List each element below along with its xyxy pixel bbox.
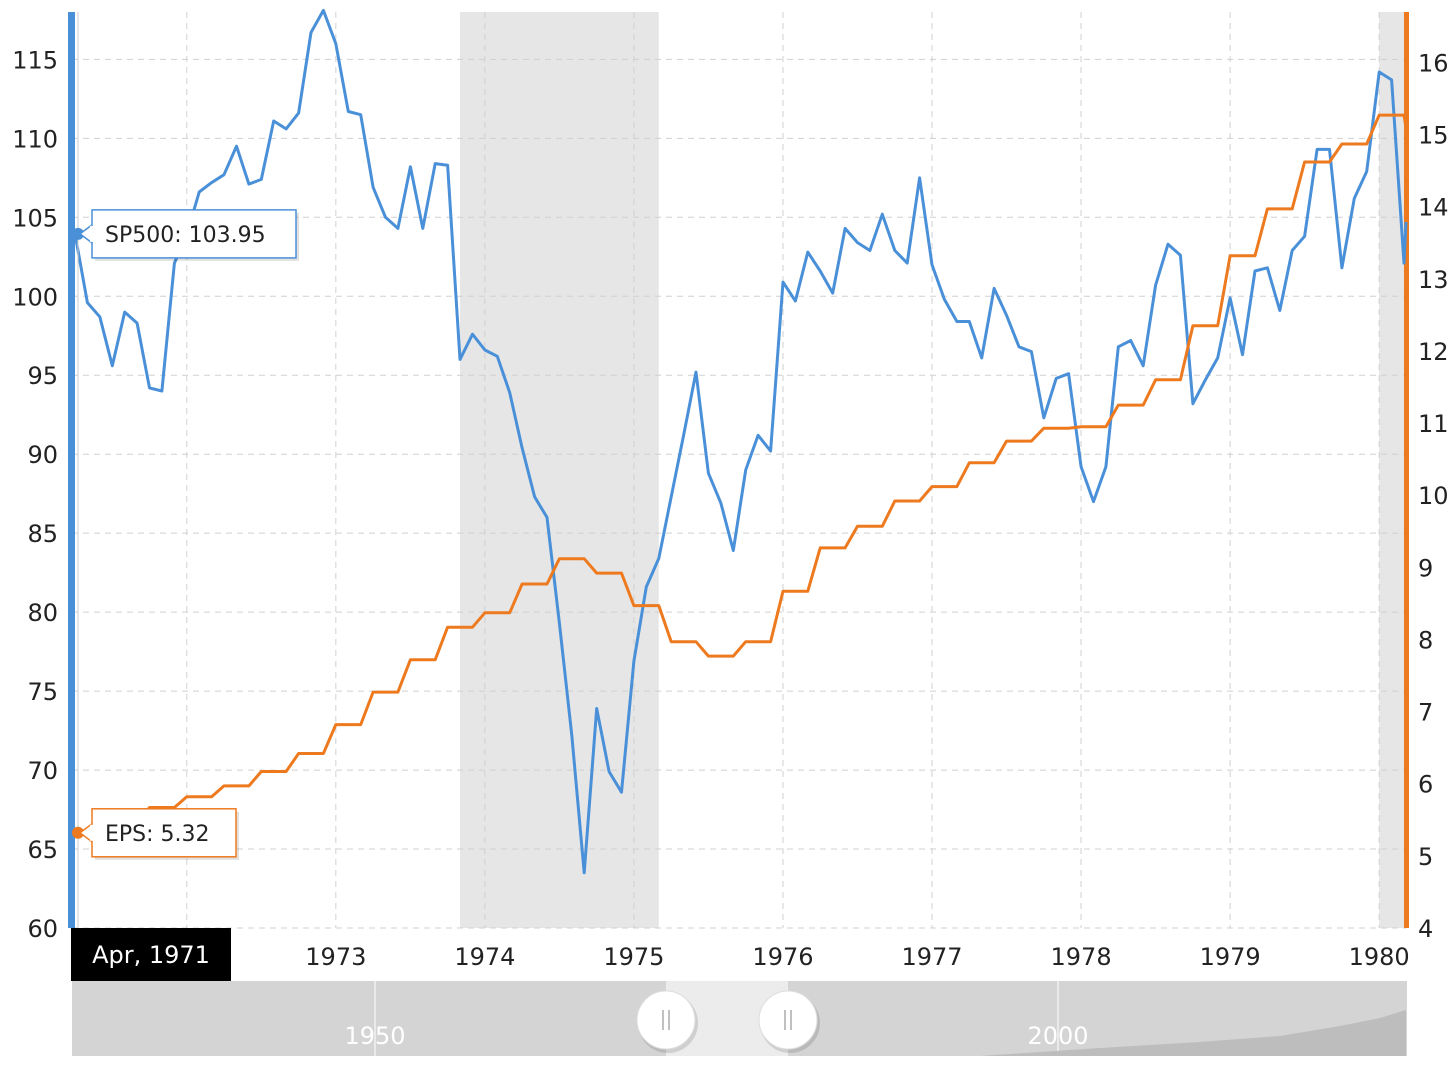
tooltip-pointer-gap — [90, 824, 94, 841]
navigator-label: 1950 — [344, 1022, 405, 1050]
recession-band — [460, 12, 659, 928]
tooltip-box — [91, 808, 237, 858]
y-axis-left-tick-label: 115 — [12, 46, 58, 74]
y-axis-right-tick-label: 5 — [1418, 843, 1433, 871]
crosshair-marker-sp500 — [72, 227, 84, 240]
x-axis: 1973 1974 1975 1976 1977 1978 1979 1980 — [305, 943, 1409, 971]
y-axis-right-tick-label: 11 — [1418, 410, 1449, 438]
x-axis-tick-label: 1975 — [603, 943, 664, 971]
y-axis-left-tick-label: 75 — [27, 678, 58, 706]
recession-bands — [460, 12, 1404, 928]
y-axis-right-tick-label: 16 — [1418, 49, 1449, 77]
y-axis-right-tick-label: 4 — [1418, 915, 1433, 943]
y-axis-right-tick-label: 9 — [1418, 554, 1433, 582]
y-axis-left-bar — [68, 12, 75, 928]
y-axis-right-tick-label: 15 — [1418, 122, 1449, 150]
navigator[interactable]: 1950 2000 — [72, 981, 1407, 1056]
x-axis-tick-label: 1974 — [454, 943, 515, 971]
crosshair-marker-eps — [72, 826, 84, 839]
handle-circle — [636, 990, 696, 1050]
tooltip-eps: EPS: 5.32 — [78, 808, 239, 860]
date-badge-label: Apr, 1971 — [92, 941, 210, 969]
y-axis-left-tick-label: 80 — [27, 599, 58, 627]
crosshair-date-badge: Apr, 1971 — [71, 928, 231, 981]
y-axis-right-tick-label: 12 — [1418, 338, 1449, 366]
y-axis-left: 60 65 70 75 80 85 90 95 100 105 110 115 — [12, 12, 75, 943]
date-badge-bg — [71, 928, 231, 981]
y-axis-right-tick-label: 14 — [1418, 194, 1449, 222]
x-axis-tick-label: 1977 — [901, 943, 962, 971]
grid — [72, 12, 1406, 929]
tooltip-sp500: SP500: 103.95 — [78, 209, 299, 261]
crosshair: SP500: 103.95 EPS: 5.32 Apr, 1971 — [71, 12, 299, 981]
y-axis-left-tick-label: 105 — [12, 204, 58, 232]
recession-band — [1379, 12, 1404, 928]
y-axis-left-tick-label: 110 — [12, 125, 58, 153]
y-axis-right-tick-label: 7 — [1418, 699, 1433, 727]
series-lines — [73, 8, 1408, 875]
tooltip-text: SP500: 103.95 — [105, 223, 266, 248]
y-axis-right-tick-label: 8 — [1418, 626, 1433, 654]
navigator-handle-left[interactable] — [636, 990, 698, 1053]
y-axis-left-tick-label: 85 — [27, 520, 58, 548]
navigator-label: 2000 — [1027, 1022, 1088, 1050]
y-axis-right-tick-label: 13 — [1418, 266, 1449, 294]
y-axis-left-tick-label: 65 — [27, 836, 58, 864]
navigator-area — [980, 1010, 1406, 1056]
series-line-eps — [75, 113, 1408, 835]
y-axis-left-tick-label: 70 — [27, 757, 58, 785]
y-axis-right-bar — [1404, 12, 1409, 928]
tooltip-text: EPS: 5.32 — [105, 822, 210, 847]
x-axis-tick-label: 1979 — [1200, 943, 1261, 971]
y-axis-right: 4 5 6 7 8 9 10 11 12 13 14 15 16 — [1404, 12, 1449, 943]
tooltip-pointer-gap — [90, 225, 94, 242]
navigator-handle-right[interactable] — [758, 990, 820, 1053]
series-line-sp500 — [73, 8, 1408, 875]
y-axis-left-tick-label: 95 — [27, 362, 58, 390]
x-axis-tick-label: 1978 — [1051, 943, 1112, 971]
y-axis-right-tick-label: 10 — [1418, 482, 1449, 510]
y-axis-right-tick-label: 6 — [1418, 771, 1433, 799]
x-axis-tick-label: 1976 — [752, 943, 813, 971]
y-axis-left-tick-label: 100 — [12, 283, 58, 311]
x-axis-tick-label: 1980 — [1349, 943, 1410, 971]
handle-circle — [758, 990, 818, 1050]
x-axis-tick-label: 1973 — [305, 943, 366, 971]
y-axis-left-tick-label: 90 — [27, 441, 58, 469]
y-axis-left-tick-label: 60 — [27, 915, 58, 943]
